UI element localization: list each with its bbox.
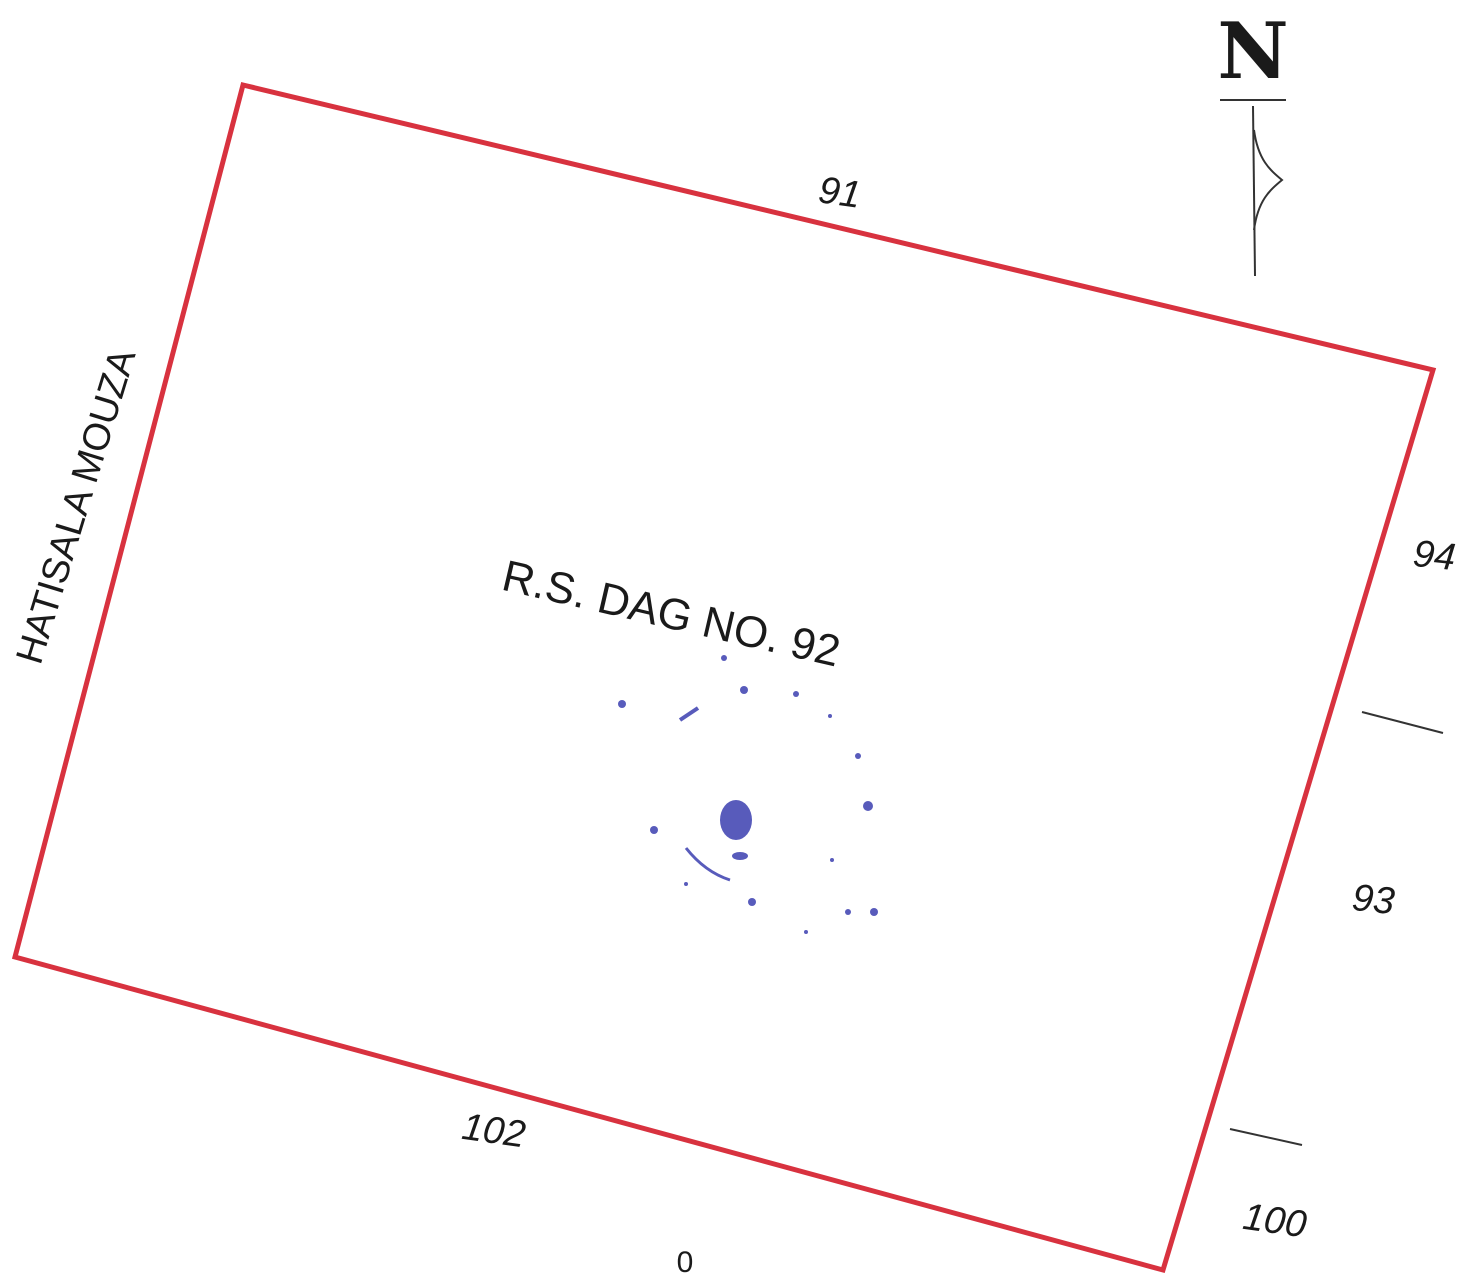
adjacent-label-east-upper: 94: [1411, 533, 1457, 579]
adjacent-label-west: HATISALA MOUZA: [9, 344, 145, 669]
adjacent-label-east-middle: 93: [1350, 877, 1396, 923]
adjacent-label-southeast: 100: [1240, 1196, 1309, 1246]
north-arrow-icon: N: [1217, 6, 1289, 277]
seal-stamp-icon: [618, 655, 878, 934]
adjacent-label-north: 91: [816, 169, 864, 216]
north-letter: N: [1217, 6, 1288, 97]
boundary-tick-93-100: [1229, 1128, 1303, 1146]
bottom-mark: 0: [677, 1246, 694, 1277]
boundary-tick-94-93: [1361, 711, 1444, 734]
plot-label: R.S. DAG NO. 92: [498, 551, 845, 676]
adjacent-label-south: 102: [459, 1106, 528, 1156]
plot-boundary: [11, 81, 1437, 1274]
